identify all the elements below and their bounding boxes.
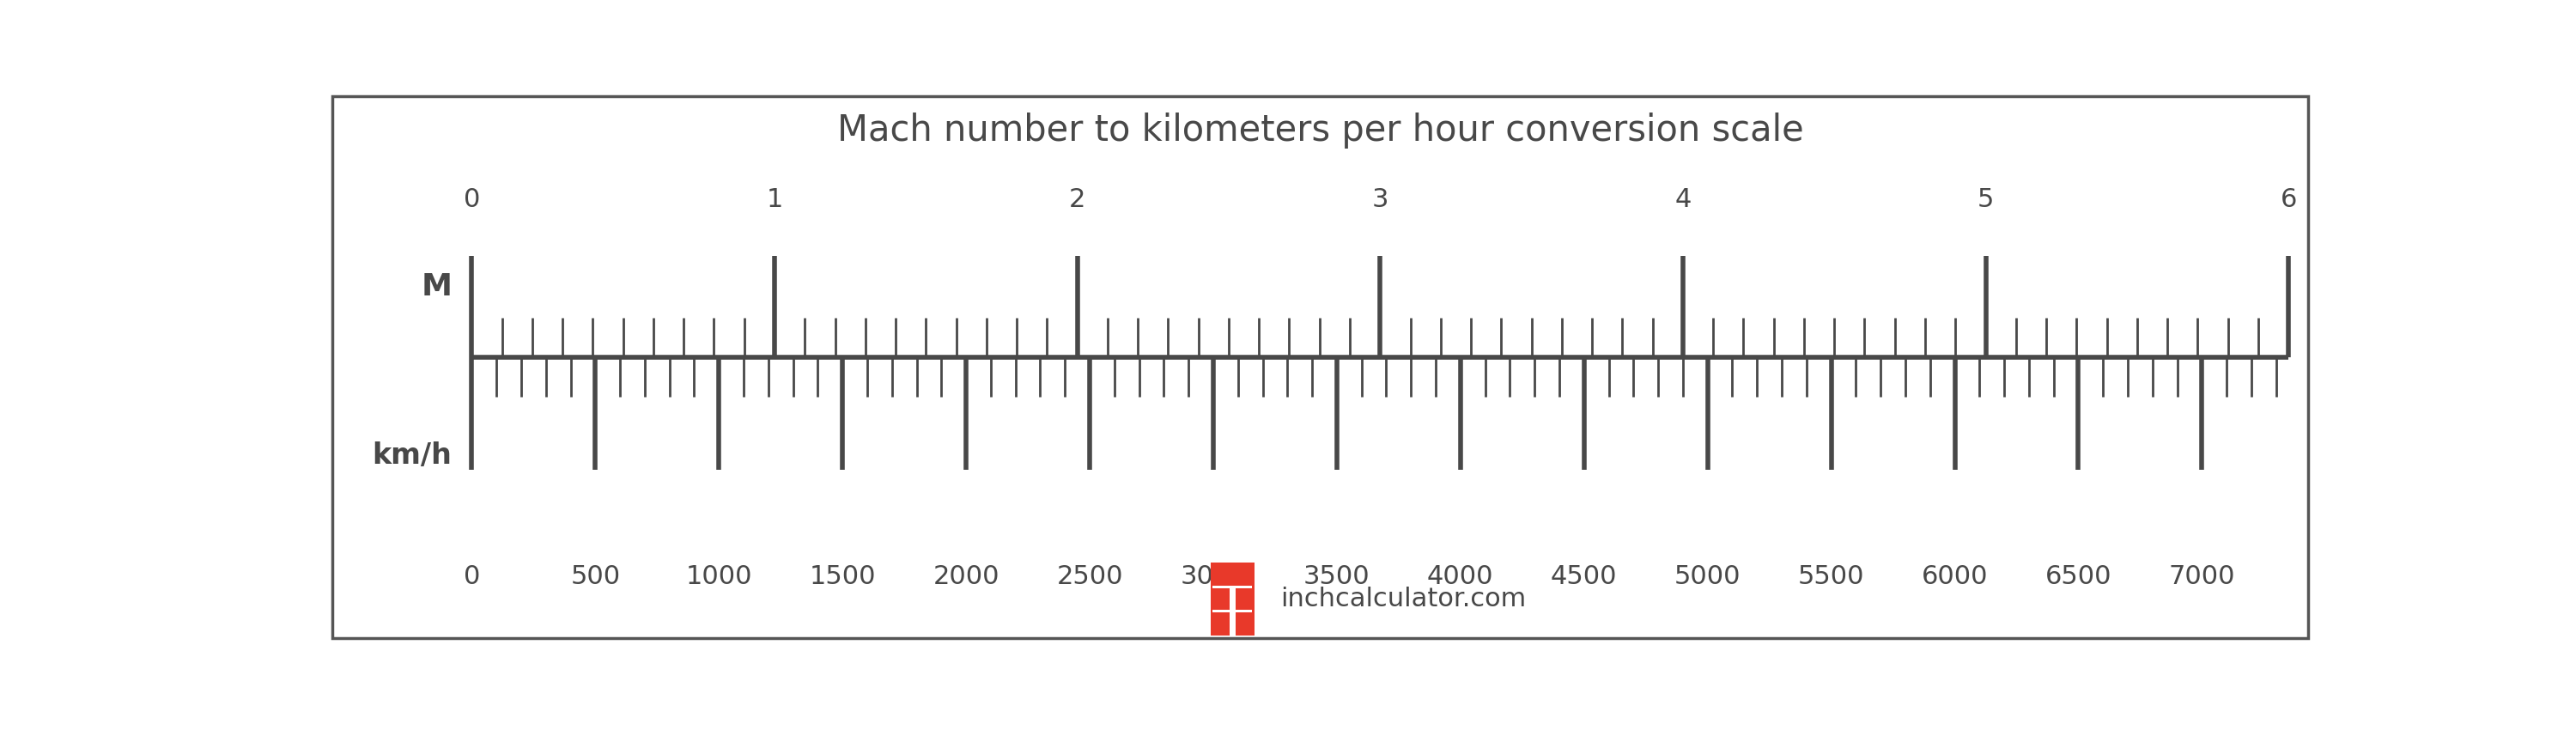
Text: 3: 3 — [1370, 188, 1388, 212]
Text: 1: 1 — [765, 188, 783, 212]
Text: 0: 0 — [464, 564, 479, 589]
Text: 7000: 7000 — [2169, 564, 2236, 589]
Bar — [1211, 563, 1255, 636]
Text: 2: 2 — [1069, 188, 1084, 212]
Text: 2000: 2000 — [933, 564, 999, 589]
Text: 4: 4 — [1674, 188, 1692, 212]
Text: inchcalculator.com: inchcalculator.com — [1280, 587, 1525, 612]
Bar — [1213, 610, 1252, 612]
Text: 6000: 6000 — [1922, 564, 1989, 589]
Text: 6: 6 — [2280, 188, 2298, 212]
Bar — [1229, 587, 1236, 636]
Text: 1000: 1000 — [685, 564, 752, 589]
Text: M: M — [420, 272, 451, 301]
Text: 500: 500 — [569, 564, 621, 589]
Text: 3000: 3000 — [1180, 564, 1247, 589]
Text: Mach number to kilometers per hour conversion scale: Mach number to kilometers per hour conve… — [837, 113, 1803, 149]
Text: 5500: 5500 — [1798, 564, 1865, 589]
Text: 5000: 5000 — [1674, 564, 1741, 589]
Text: 5: 5 — [1978, 188, 1994, 212]
Bar — [1213, 585, 1252, 588]
Text: 4000: 4000 — [1427, 564, 1494, 589]
Text: km/h: km/h — [371, 442, 451, 470]
Text: 4500: 4500 — [1551, 564, 1618, 589]
Text: 0: 0 — [464, 188, 479, 212]
Text: 2500: 2500 — [1056, 564, 1123, 589]
Text: 6500: 6500 — [2045, 564, 2112, 589]
Text: 3500: 3500 — [1303, 564, 1370, 589]
Text: 1500: 1500 — [809, 564, 876, 589]
